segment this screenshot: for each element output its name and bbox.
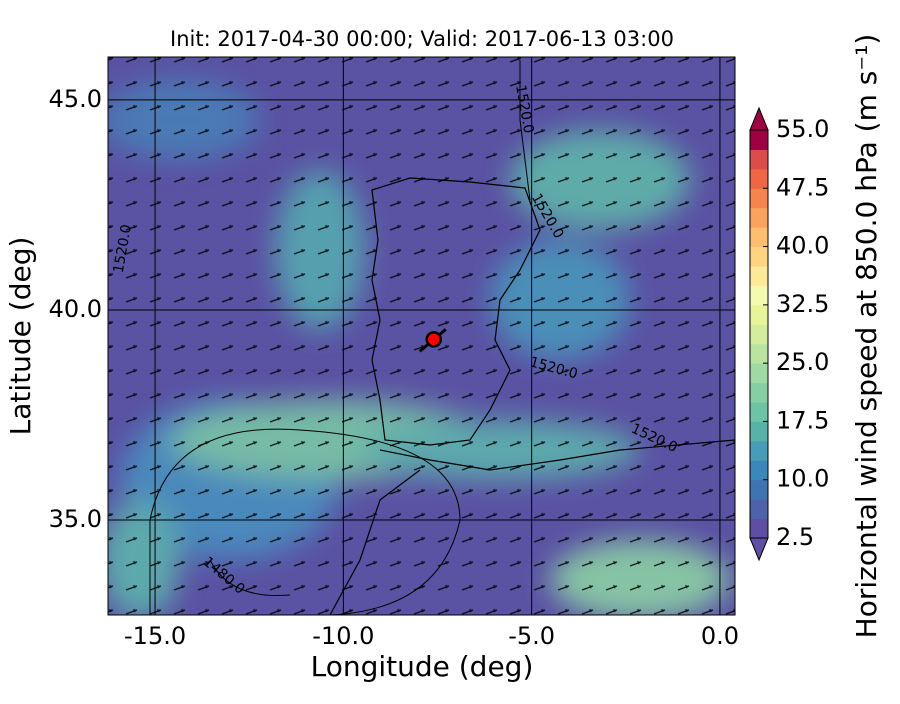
y-axis-label: Latitude (deg): [4, 237, 37, 436]
colorbar-tick-label: 40.0: [776, 232, 829, 260]
colorbar-band: [750, 324, 768, 345]
colorbar-band: [750, 363, 768, 384]
x-tick-label: 0.0: [701, 622, 739, 650]
colorbar-tick-label: 17.5: [776, 406, 829, 434]
colorbar-band: [750, 499, 768, 520]
plot-frame: [107, 56, 736, 616]
colorbar-tick-label: 32.5: [776, 290, 829, 318]
colorbar-tick-label: 2.5: [776, 523, 814, 551]
colorbar-band: [750, 149, 768, 170]
colorbar-tick-label: 25.0: [776, 348, 829, 376]
colorbar-band: [750, 479, 768, 500]
colorbar-tick-label: 10.0: [776, 465, 829, 493]
colorbar-tick-label: 55.0: [776, 115, 829, 143]
colorbar-band: [750, 343, 768, 364]
colorbar-band: [750, 130, 768, 150]
colorbar-band: [750, 518, 768, 539]
colorbar-band: [750, 207, 768, 228]
colorbar-band: [750, 304, 768, 325]
y-tick-label: 45.0: [49, 85, 102, 113]
y-tick-label: 40.0: [49, 295, 102, 323]
colorbar-band: [750, 168, 768, 189]
colorbar-band: [750, 382, 768, 403]
colorbar-band: [750, 285, 768, 306]
colorbar-band: [750, 188, 768, 209]
colorbar-band: [750, 421, 768, 442]
x-tick-label: -5.0: [508, 622, 555, 650]
location-marker: [425, 331, 442, 348]
y-tick-label: 35.0: [49, 505, 102, 533]
wind-field: [108, 57, 735, 615]
x-tick-label: -10.0: [312, 622, 374, 650]
colorbar-band: [750, 440, 768, 461]
colorbar-band: [750, 266, 768, 286]
colorbar-band: [750, 460, 768, 481]
colorbar-band: [750, 402, 768, 422]
colorbar-band: [750, 246, 768, 267]
colorbar-label: Horizontal wind speed at 850.0 hPa (m s⁻…: [850, 34, 883, 639]
colorbar-band: [750, 227, 768, 248]
x-tick-label: -15.0: [124, 622, 186, 650]
colorbar-extend-low: [749, 537, 769, 562]
chart-title: Init: 2017-04-30 00:00; Valid: 2017-06-1…: [170, 27, 674, 51]
colorbar-extend-high: [749, 106, 769, 131]
colorbar-frame: [749, 129, 769, 539]
colorbar-tick-label: 47.5: [776, 173, 829, 201]
x-axis-label: Longitude (deg): [311, 650, 534, 683]
